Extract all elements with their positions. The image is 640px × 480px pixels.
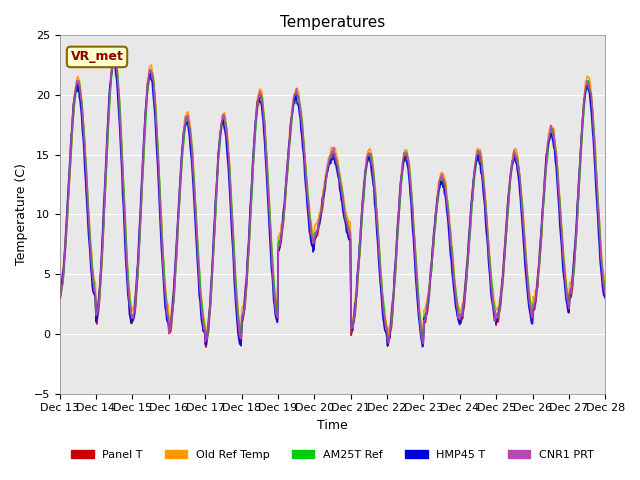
Text: VR_met: VR_met xyxy=(70,50,124,63)
Title: Temperatures: Temperatures xyxy=(280,15,385,30)
Y-axis label: Temperature (C): Temperature (C) xyxy=(15,164,28,265)
X-axis label: Time: Time xyxy=(317,419,348,432)
Legend: Panel T, Old Ref Temp, AM25T Ref, HMP45 T, CNR1 PRT: Panel T, Old Ref Temp, AM25T Ref, HMP45 … xyxy=(67,446,598,465)
